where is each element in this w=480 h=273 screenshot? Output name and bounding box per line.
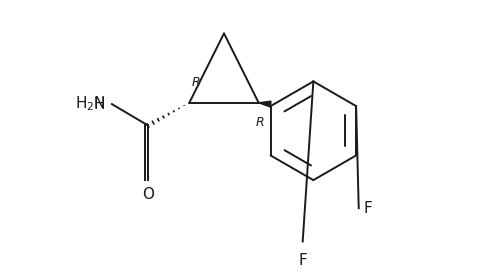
Text: F: F	[363, 201, 372, 216]
Text: F: F	[298, 254, 307, 269]
Polygon shape	[259, 101, 271, 107]
Text: H$_2$N: H$_2$N	[74, 95, 105, 114]
Text: H: H	[94, 97, 105, 112]
Text: R: R	[256, 116, 264, 129]
Text: O: O	[142, 187, 154, 202]
Text: R: R	[192, 76, 200, 89]
